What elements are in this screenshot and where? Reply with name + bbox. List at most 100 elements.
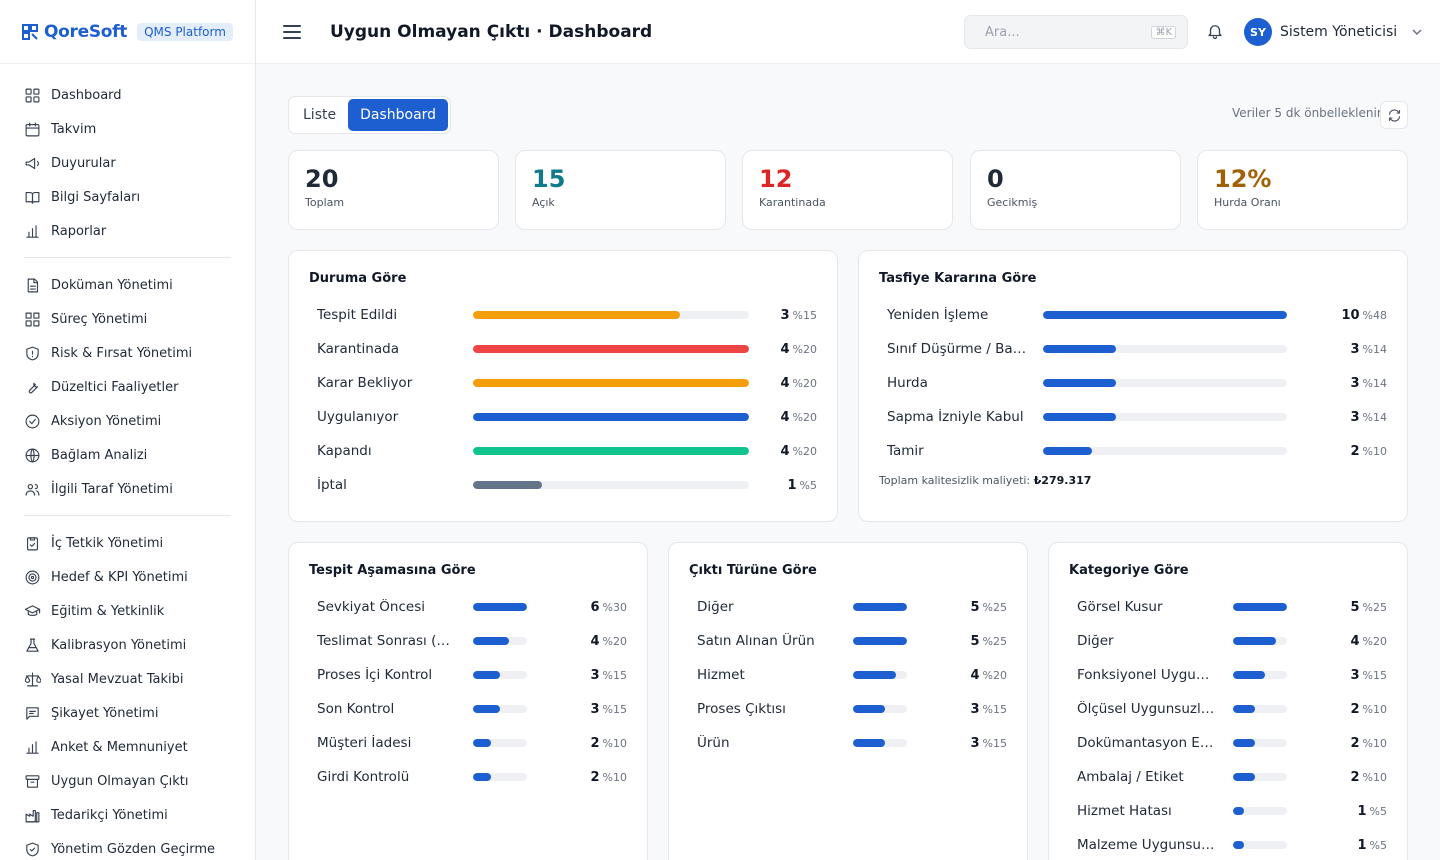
- count-percent: %20: [602, 634, 627, 648]
- sidebar-item[interactable]: Süreç Yönetimi: [24, 302, 231, 336]
- refresh-button[interactable]: [1380, 101, 1408, 129]
- progress-fill: [1233, 807, 1244, 815]
- sidebar-item-label: Dashboard: [51, 87, 122, 103]
- progress-fill: [1043, 379, 1117, 387]
- user-menu[interactable]: SY Sistem Yöneticisi: [1244, 18, 1423, 46]
- progress-track: [473, 413, 749, 421]
- count-percent: %10: [1362, 736, 1387, 750]
- stat-card-overdue: 0 Gecikmiş: [970, 150, 1181, 230]
- row-label: Hizmet: [697, 667, 745, 683]
- sidebar-item[interactable]: Kalibrasyon Yönetimi: [24, 628, 231, 662]
- card-title: Duruma Göre: [309, 271, 407, 286]
- sidebar-item[interactable]: İlgili Taraf Yönetimi: [24, 472, 231, 506]
- count-value: 4: [1350, 633, 1360, 649]
- row-label: Diğer: [1077, 633, 1114, 649]
- count-percent: %20: [982, 668, 1007, 682]
- sidebar-item[interactable]: Takvim: [24, 112, 231, 146]
- search-input[interactable]: [985, 24, 1135, 40]
- output-type-breakdown-card: Çıktı Türüne Göre Diğer 5 %25 Satın Alınan …: [668, 542, 1028, 860]
- row-count: 3 %15: [749, 308, 818, 323]
- breakdown-row: Ölçüsel Uygunsuzluk 2 %10: [1069, 692, 1387, 726]
- nav-group: İç Tetkik Yönetimi Hedef & KPI Yönetimi Eğ…: [24, 526, 231, 860]
- count-percent: %20: [792, 444, 817, 458]
- breakdown-row: Hizmet 4 %20: [689, 658, 1007, 692]
- flask-icon: [26, 638, 39, 652]
- page-title: Uygun Olmayan Çıktı · Dashboard: [330, 21, 653, 42]
- sidebar-item-label: Bilgi Sayfaları: [51, 189, 141, 205]
- sidebar-item[interactable]: Aksiyon Yönetimi: [24, 404, 231, 438]
- breakdown-row: Satın Alınan Ürün 5 %25: [689, 624, 1007, 658]
- stat-card-total: 20 Toplam: [288, 150, 499, 230]
- sidebar-item[interactable]: Uygun Olmayan Çıktı: [24, 764, 231, 798]
- progress-track: [473, 705, 527, 713]
- progress-fill: [1043, 447, 1092, 455]
- logo-icon: [22, 23, 38, 40]
- row-label: Girdi Kontrolü: [317, 769, 410, 785]
- sidebar-item[interactable]: Dashboard: [24, 78, 231, 112]
- count-percent: %14: [1362, 342, 1387, 356]
- sidebar-item[interactable]: Düzeltici Faaliyetler: [24, 370, 231, 404]
- row-count: 1 %5: [1287, 804, 1388, 819]
- sidebar-item[interactable]: Duyurular: [24, 146, 231, 180]
- sidebar-item[interactable]: Yasal Mevzuat Takibi: [24, 662, 231, 696]
- sidebar-item-label: Düzeltici Faaliyetler: [51, 379, 179, 395]
- avatar: SY: [1244, 18, 1272, 46]
- sidebar-item[interactable]: Eğitim & Yetkinlik: [24, 594, 231, 628]
- sidebar-item[interactable]: Bağlam Analizi: [24, 438, 231, 472]
- count-percent: %5: [799, 478, 817, 492]
- count-value: 3: [590, 667, 600, 683]
- sidebar-item[interactable]: Bilgi Sayfaları: [24, 180, 231, 214]
- progress-fill: [853, 603, 907, 611]
- count-value: 3: [970, 735, 980, 751]
- sidebar-item[interactable]: Şikayet Yönetimi: [24, 696, 231, 730]
- view-tabs: Liste Dashboard: [288, 96, 452, 134]
- menu-toggle-icon[interactable]: [283, 24, 301, 39]
- sidebar-item-label: Yönetim Gözden Geçirme: [51, 841, 215, 857]
- sidebar-item[interactable]: Doküman Yönetimi: [24, 268, 231, 302]
- progress-track: [473, 773, 527, 781]
- target-icon: [25, 570, 40, 584]
- breakdown-row: Dokümantasyon Eksikliği 2%10: [1069, 726, 1387, 760]
- breakdown-row: Proses İçi Kontrol 3 %15: [309, 658, 627, 692]
- row-count: 3 %15: [907, 735, 1008, 751]
- breakdown-row: Ürün 3 %15: [689, 726, 1007, 760]
- bar-chart-icon: [26, 740, 39, 754]
- count-value: 3: [970, 701, 980, 717]
- progress-track: [853, 705, 907, 713]
- stat-value: 0: [987, 165, 1004, 193]
- breakdown-row: Karar Bekliyor 4 %20: [309, 366, 817, 400]
- count-value: 3: [1350, 667, 1360, 683]
- sidebar-item[interactable]: Anket & Memnuniyet: [24, 730, 231, 764]
- tab-dashboard[interactable]: Dashboard: [348, 99, 449, 131]
- sidebar-item-label: Anket & Memnuniyet: [51, 739, 188, 755]
- sidebar-item-label: Süreç Yönetimi: [51, 311, 148, 327]
- dashboard-icon: [25, 88, 40, 102]
- tab-liste[interactable]: Liste: [303, 107, 337, 123]
- row-count: 2 %10: [527, 770, 628, 785]
- sidebar-item[interactable]: Risk & Fırsat Yönetimi: [24, 336, 231, 370]
- count-value: 4: [590, 633, 600, 649]
- breakdown-row: Sınıf Düşürme / Başka Amaçla Kullanım 3%1…: [879, 332, 1387, 366]
- total-cost-note: Toplam kalitesizlik maliyeti: ₺279.317: [879, 474, 1387, 487]
- sidebar-item-label: Eğitim & Yetkinlik: [51, 603, 165, 619]
- sidebar-item[interactable]: Raporlar: [24, 214, 231, 248]
- count-value: 1: [787, 477, 797, 493]
- row-count: 4 %20: [527, 633, 628, 649]
- sidebar-item[interactable]: İç Tetkik Yönetimi: [24, 526, 231, 560]
- logo[interactable]: QoreSoft: [20, 22, 127, 42]
- graduation-cap-icon: [24, 604, 41, 616]
- logo-text: QoreSoft: [44, 21, 128, 42]
- sidebar-item[interactable]: Hedef & KPI Yönetimi: [24, 560, 231, 594]
- progress-track: [853, 739, 907, 747]
- count-percent: %15: [792, 308, 817, 322]
- breakdown-row: Kapandı 4 %20: [309, 434, 817, 468]
- sidebar-item[interactable]: Tedarikçi Yönetimi: [24, 798, 231, 832]
- progress-track: [473, 345, 749, 353]
- sidebar-item[interactable]: Yönetim Gözden Geçirme: [24, 832, 231, 860]
- progress-fill: [473, 311, 680, 319]
- bell-icon[interactable]: [1206, 22, 1224, 40]
- row-count: 1 %5: [1287, 838, 1388, 853]
- row-label: Ölçüsel Uygunsuzluk: [1077, 701, 1217, 717]
- search-box[interactable]: ⌘K: [964, 15, 1188, 49]
- stat-card-quarantine: 12 Karantinada: [742, 150, 953, 230]
